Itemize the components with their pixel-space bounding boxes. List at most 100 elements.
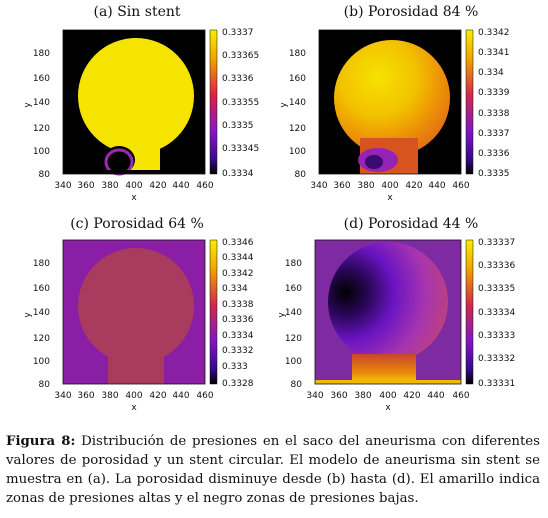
colorbar-tick: 0.3342 <box>478 28 510 38</box>
colorbar-c <box>209 239 218 385</box>
colorbar-tick: 0.3328 <box>222 379 254 389</box>
colorbar-tick: 0.3337 <box>478 129 510 139</box>
x-tick: 400 <box>125 181 142 191</box>
y-ticks-d: 80 100 120 140 160 180 <box>285 259 302 390</box>
x-axis-label: x <box>385 403 391 413</box>
x-tick: 420 <box>149 391 166 401</box>
x-tick: 460 <box>196 181 213 191</box>
colorbar-tick: 0.334 <box>478 68 504 78</box>
aneurysm-sac <box>328 242 448 362</box>
y-tick: 160 <box>285 284 302 294</box>
y-tick: 120 <box>289 124 306 134</box>
y-tick: 80 <box>39 170 51 180</box>
x-tick: 340 <box>310 181 327 191</box>
y-tick: 160 <box>33 74 50 84</box>
y-tick: 100 <box>289 147 306 157</box>
colorbar-tick: 0.3346 <box>222 238 254 248</box>
colorbar-tick: 0.3339 <box>478 88 510 98</box>
y-tick: 180 <box>285 259 302 269</box>
panel-b: (b) Porosidad 84 % <box>274 0 548 212</box>
vessel-wall <box>315 380 461 384</box>
aneurysm-neck <box>352 354 416 384</box>
plot-c: 80 100 120 140 160 180 y 340 360 380 400… <box>0 232 274 422</box>
colorbar-tick: 0.3341 <box>478 48 510 58</box>
x-tick: 340 <box>54 391 71 401</box>
colorbar-ticks-c: 0.3346 0.3344 0.3342 0.334 0.3338 0.3336… <box>222 238 254 389</box>
colorbar-tick: 0.33332 <box>478 354 515 364</box>
colorbar-tick: 0.3335 <box>478 169 510 179</box>
x-tick: 380 <box>101 181 118 191</box>
colorbar-ticks-b: 0.3342 0.3341 0.334 0.3339 0.3338 0.3337… <box>478 28 510 179</box>
colorbar-tick: 0.33365 <box>222 51 259 61</box>
colorbar-tick: 0.3338 <box>478 109 510 119</box>
aneurysm-neck <box>108 342 164 384</box>
x-tick: 460 <box>452 181 469 191</box>
y-tick: 80 <box>295 170 307 180</box>
panel-d: (d) Porosidad 44 % <box>274 212 548 424</box>
caption-label: Figura 8: <box>6 434 76 449</box>
x-ticks-a: 340 360 380 400 420 440 460 <box>54 181 213 191</box>
y-tick: 80 <box>291 380 303 390</box>
x-axis-label: x <box>131 193 137 203</box>
colorbar-b <box>465 29 474 175</box>
colorbar-tick: 0.3335 <box>222 121 254 131</box>
plot-b-svg: 80 100 120 140 160 180 y 340 360 380 400… <box>279 28 510 203</box>
colorbar-tick: 0.3334 <box>222 331 254 341</box>
y-tick: 100 <box>33 357 50 367</box>
x-tick: 360 <box>330 391 347 401</box>
x-tick: 400 <box>125 391 142 401</box>
y-tick: 140 <box>289 98 306 108</box>
x-tick: 380 <box>357 181 374 191</box>
colorbar-tick: 0.3334 <box>222 169 254 179</box>
y-tick: 160 <box>289 74 306 84</box>
y-tick: 120 <box>33 124 50 134</box>
aneurysm-sac <box>78 248 194 364</box>
colorbar-tick: 0.33335 <box>478 284 515 294</box>
y-tick: 180 <box>33 259 50 269</box>
x-tick: 400 <box>381 181 398 191</box>
x-tick: 460 <box>196 391 213 401</box>
x-tick: 360 <box>77 391 94 401</box>
colorbar-ticks-a: 0.3337 0.33365 0.3336 0.33355 0.3335 0.3… <box>222 28 259 179</box>
x-tick: 440 <box>172 391 189 401</box>
colorbar-tick: 0.33331 <box>478 379 515 389</box>
panel-title: (c) Porosidad 64 % <box>70 216 204 232</box>
x-ticks-c: 340 360 380 400 420 440 460 <box>54 391 213 401</box>
panel-title: (d) Porosidad 44 % <box>343 216 479 232</box>
colorbar-tick: 0.33333 <box>478 331 515 341</box>
x-tick: 420 <box>403 391 420 401</box>
x-tick: 440 <box>172 181 189 191</box>
colorbar-tick: 0.3336 <box>478 149 510 159</box>
y-ticks-c: 80 100 120 140 160 180 <box>33 259 50 390</box>
x-ticks-d: 340 360 380 400 420 440 460 <box>306 391 469 401</box>
aneurysm-sac <box>78 38 194 154</box>
y-tick: 140 <box>33 98 50 108</box>
panel-title: (b) Porosidad 84 % <box>343 4 479 20</box>
y-tick: 140 <box>285 308 302 318</box>
colorbar-tick: 0.3342 <box>222 269 254 279</box>
y-tick: 120 <box>33 334 50 344</box>
y-ticks-b: 80 100 120 140 160 180 <box>289 49 306 180</box>
plot-c-svg: 80 100 120 140 160 180 y 340 360 380 400… <box>23 238 254 413</box>
x-tick: 400 <box>379 391 396 401</box>
colorbar-tick: 0.33336 <box>478 261 515 271</box>
y-ticks-a: 80 100 120 140 160 180 <box>33 49 50 180</box>
y-axis-label: y <box>277 312 287 318</box>
x-tick: 460 <box>452 391 469 401</box>
y-tick: 100 <box>285 357 302 367</box>
plot-d-svg: 80 100 120 140 160 180 y 340 360 380 400… <box>277 238 515 413</box>
y-axis-label: y <box>279 102 289 108</box>
x-tick: 340 <box>306 391 323 401</box>
vortex-core <box>365 155 383 169</box>
panel-title: (a) Sin stent <box>93 4 181 20</box>
plot-a: 80 100 120 140 160 180 y 340 360 380 400… <box>0 20 274 210</box>
caption-text: Distribución de presiones en el saco del… <box>6 434 540 506</box>
colorbar-tick: 0.333 <box>222 362 248 372</box>
plot-d: 80 100 120 140 160 180 y 340 360 380 400… <box>274 232 548 422</box>
colorbar-d <box>465 239 474 385</box>
figure-caption: Figura 8: Distribución de presiones en e… <box>6 432 540 508</box>
x-tick: 420 <box>405 181 422 191</box>
colorbar-a <box>209 29 218 175</box>
x-axis-label: x <box>387 193 393 203</box>
panel-c: (c) Porosidad 64 % <box>0 212 274 424</box>
